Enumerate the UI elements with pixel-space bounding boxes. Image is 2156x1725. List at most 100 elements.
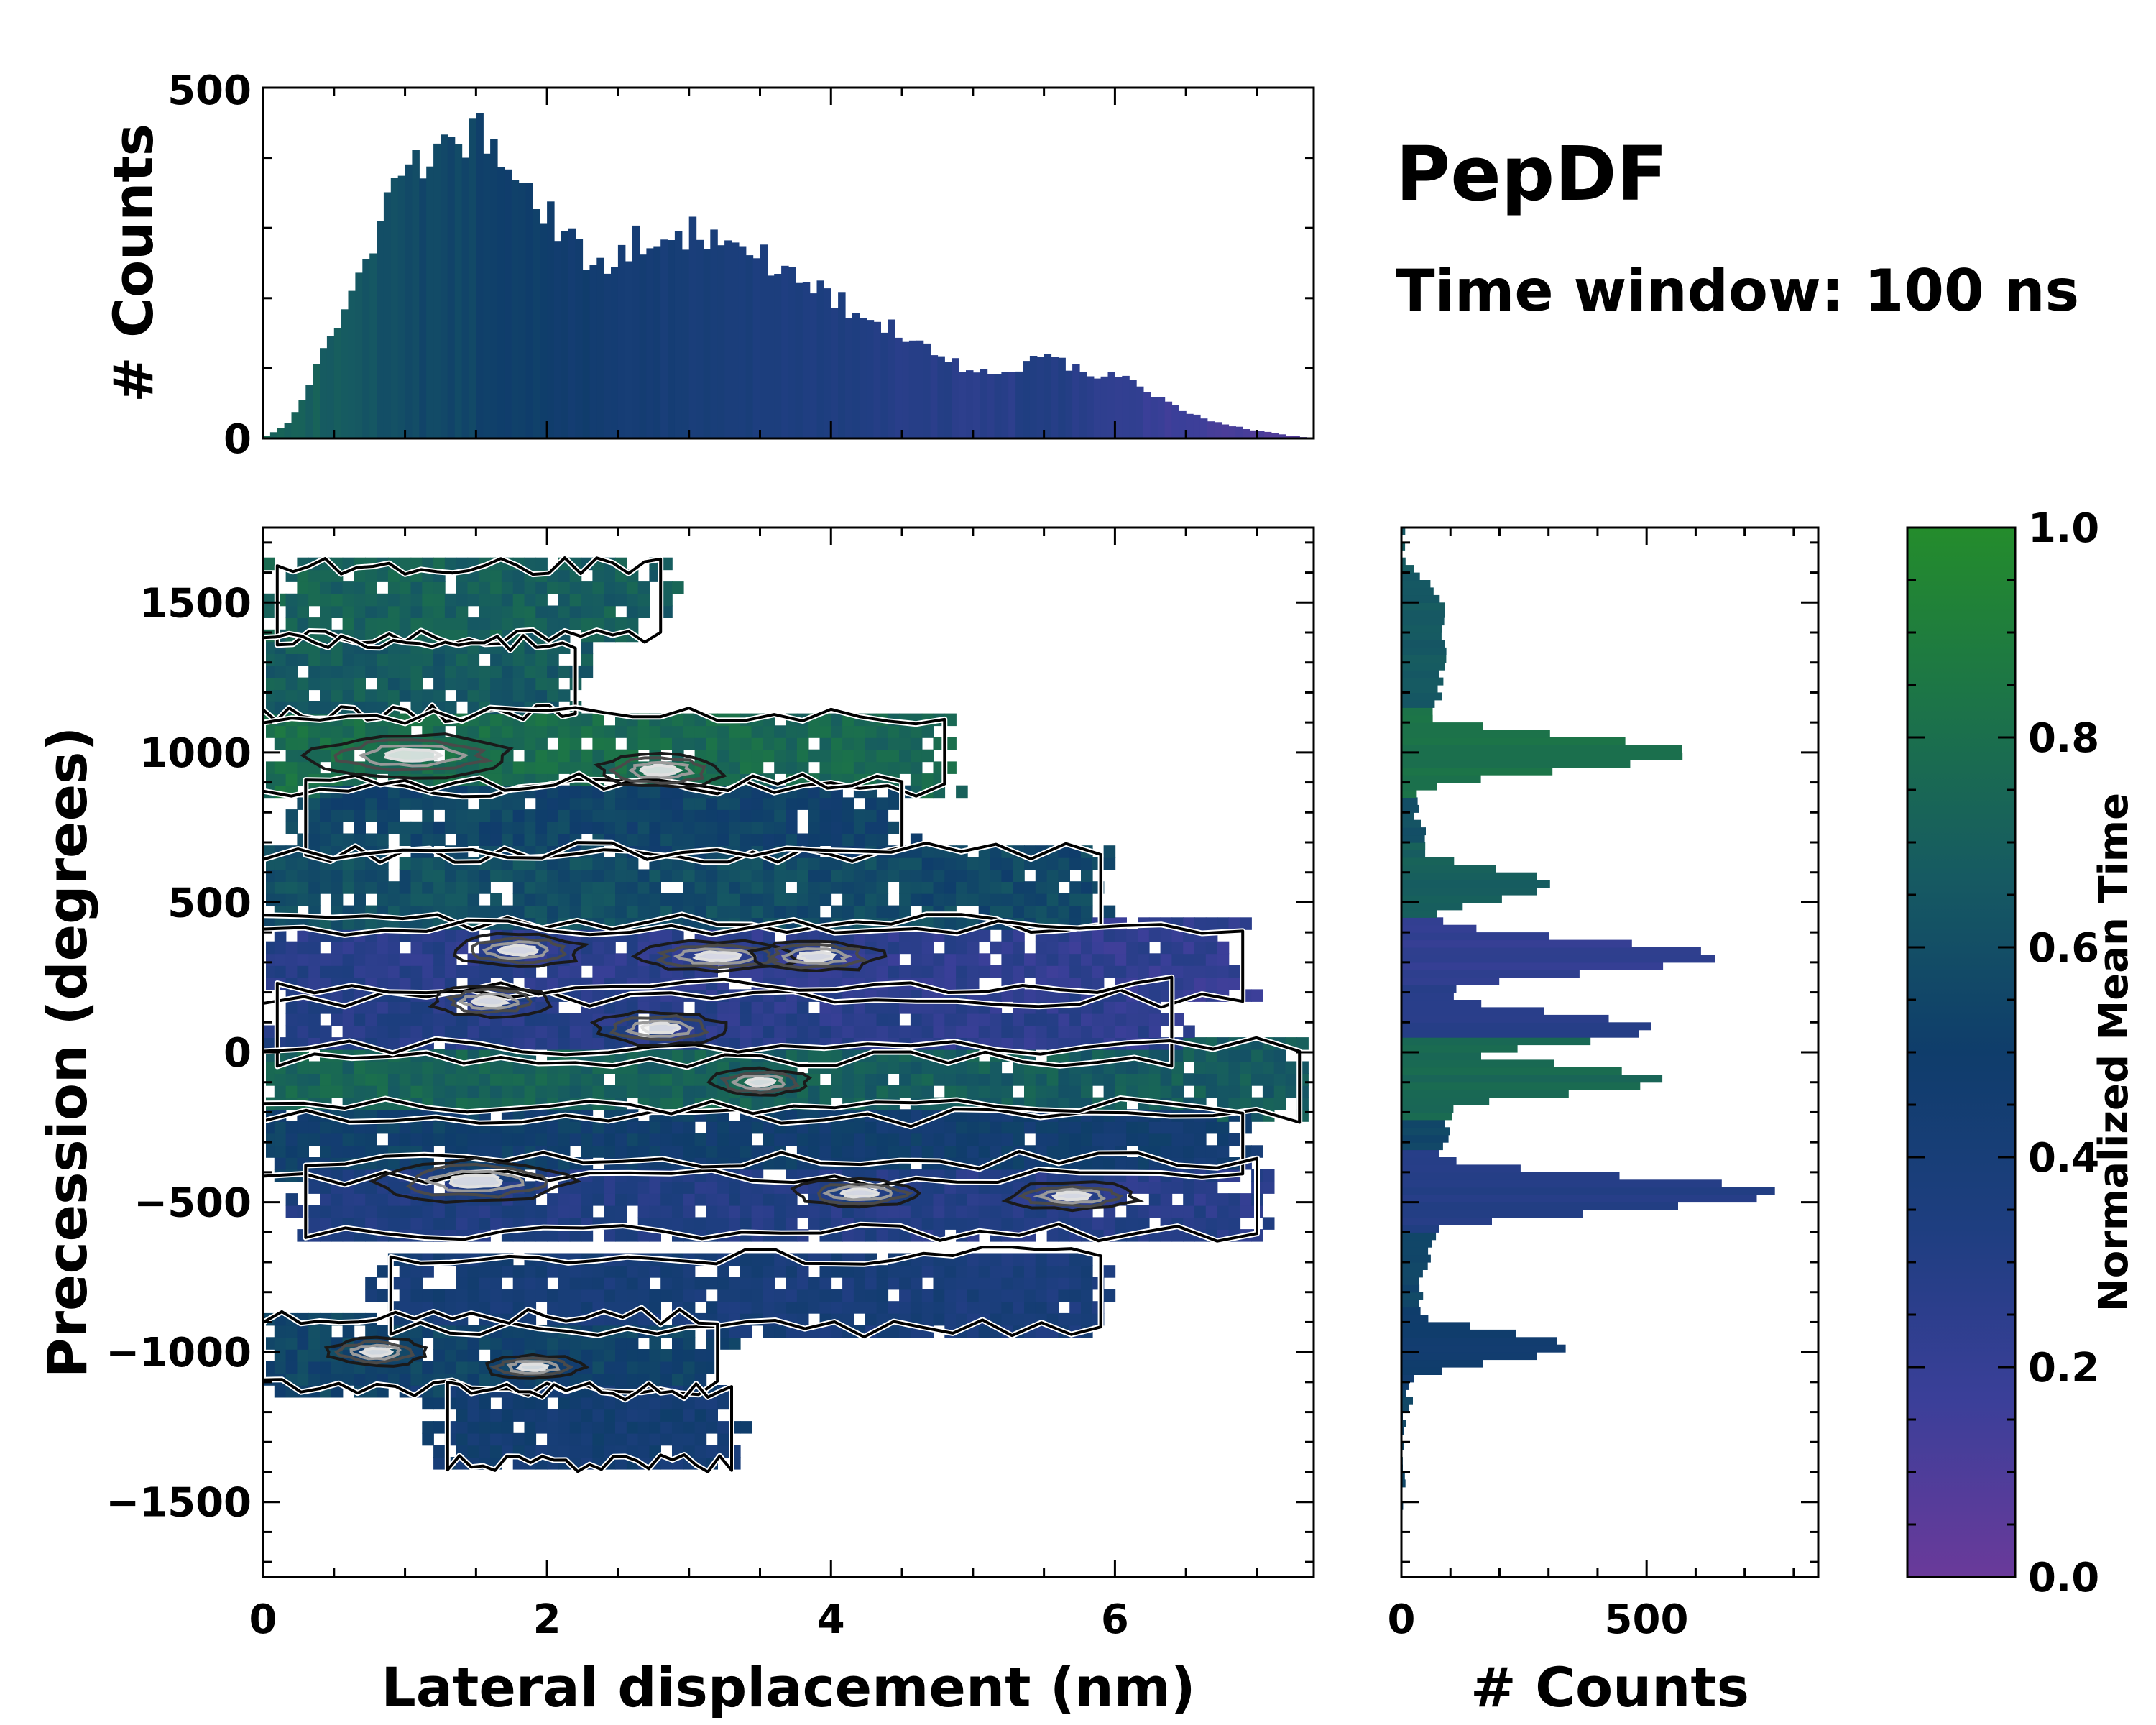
heatmap-cell — [1013, 857, 1025, 870]
heatmap-cell — [649, 1001, 661, 1014]
heatmap-cell — [626, 1145, 639, 1158]
heatmap-cell — [1058, 1037, 1070, 1050]
heatmap-cell — [569, 605, 582, 618]
heatmap-cell — [876, 1121, 889, 1134]
heatmap-cell — [354, 941, 366, 954]
heatmap-cell — [808, 1217, 821, 1230]
right-histogram-bar — [1401, 685, 1438, 693]
heatmap-cell — [535, 1276, 548, 1290]
heatmap-cell — [387, 593, 400, 607]
heatmap-cell — [853, 749, 866, 763]
heatmap-cell — [285, 1337, 298, 1350]
heatmap-cell — [524, 1229, 537, 1242]
heatmap-cell — [320, 605, 332, 618]
heatmap-cell — [786, 1193, 798, 1206]
heatmap-cell — [626, 833, 639, 846]
heatmap-cell — [786, 749, 798, 763]
heatmap-cell — [694, 1001, 707, 1014]
right-histogram-bar — [1401, 804, 1419, 813]
heatmap-cell — [547, 833, 559, 846]
heatmap-cell — [865, 1265, 877, 1278]
heatmap-cell — [297, 641, 309, 654]
heatmap-cell — [865, 797, 877, 810]
heatmap-cell — [763, 869, 775, 882]
heatmap-cell — [672, 1097, 684, 1110]
heatmap-cell — [694, 905, 707, 919]
heatmap-cell — [433, 1445, 446, 1458]
heatmap-cell — [774, 1289, 786, 1302]
heatmap-cell — [342, 1205, 355, 1218]
heatmap-cell — [978, 1301, 991, 1314]
heatmap-cell — [615, 1229, 627, 1242]
heatmap-cell — [615, 1457, 627, 1470]
heatmap-cell — [342, 617, 355, 630]
heatmap-cell — [1058, 1073, 1070, 1086]
heatmap-cell — [921, 881, 934, 894]
heatmap-cell — [842, 761, 854, 774]
heatmap-cell — [888, 761, 900, 774]
heatmap-cell — [399, 593, 412, 607]
right-histogram-bar — [1401, 670, 1439, 678]
heatmap-cell — [751, 869, 764, 882]
heatmap-cell — [865, 761, 877, 774]
top-histogram-bar — [1115, 377, 1123, 438]
heatmap-cell — [978, 1073, 991, 1086]
heatmap-cell — [1069, 1013, 1082, 1026]
heatmap-cell — [422, 617, 434, 630]
heatmap-cell — [990, 905, 1003, 919]
heatmap-cell — [274, 857, 287, 870]
heatmap-cell — [899, 965, 911, 978]
heatmap-cell — [467, 1337, 480, 1350]
heatmap-cell — [422, 605, 434, 618]
top-ytick-label: 0 — [224, 416, 252, 463]
heatmap-cell — [1046, 1025, 1059, 1038]
heatmap-cell — [831, 857, 843, 870]
heatmap-cell — [1069, 953, 1082, 966]
heatmap-cell — [944, 1013, 957, 1026]
heatmap-cell — [297, 953, 309, 966]
top-histogram-bar — [760, 244, 768, 438]
heatmap-cell — [342, 1025, 355, 1038]
heatmap-cell — [1115, 1025, 1127, 1038]
heatmap-cell — [990, 1205, 1003, 1218]
heatmap-cell — [297, 593, 309, 607]
heatmap-cell — [308, 725, 321, 738]
heatmap-cell — [910, 761, 923, 774]
heatmap-cell — [1183, 965, 1195, 978]
heatmap-cell — [524, 821, 537, 834]
heatmap-cell — [967, 1145, 980, 1158]
heatmap-cell — [774, 905, 786, 919]
heatmap-cell — [1035, 1085, 1048, 1098]
heatmap-cell — [581, 1301, 594, 1314]
heatmap-cell — [308, 881, 321, 894]
heatmap-cell — [410, 857, 423, 870]
heatmap-cell — [1035, 869, 1048, 882]
heatmap-cell — [729, 761, 741, 774]
heatmap-cell — [410, 581, 423, 594]
heatmap-cell — [1194, 953, 1207, 966]
heatmap-cell — [933, 1121, 946, 1134]
heatmap-cell — [433, 929, 446, 942]
top-histogram-bar — [681, 249, 690, 438]
heatmap-cell — [649, 1073, 661, 1086]
heatmap-cell — [876, 749, 889, 763]
heatmap-cell — [387, 581, 400, 594]
heatmap-cell — [876, 809, 889, 822]
heatmap-cell — [1217, 1217, 1230, 1230]
heatmap-cell — [320, 809, 332, 822]
heatmap-cell — [1046, 1013, 1059, 1026]
heatmap-cell — [853, 869, 866, 882]
heatmap-cell — [467, 1349, 480, 1362]
heatmap-cell — [819, 737, 832, 750]
heatmap-cell — [331, 989, 344, 1002]
heatmap-cell — [354, 1025, 366, 1038]
heatmap-cell — [660, 797, 673, 810]
heatmap-cell — [354, 1193, 366, 1206]
heatmap-cell — [387, 689, 400, 702]
heatmap-cell — [660, 1049, 673, 1062]
right-histogram-bar — [1401, 782, 1437, 791]
heatmap-cell — [558, 593, 571, 607]
heatmap-cell — [320, 821, 332, 834]
heatmap-cell — [422, 1061, 434, 1074]
heatmap-cell — [524, 965, 537, 978]
